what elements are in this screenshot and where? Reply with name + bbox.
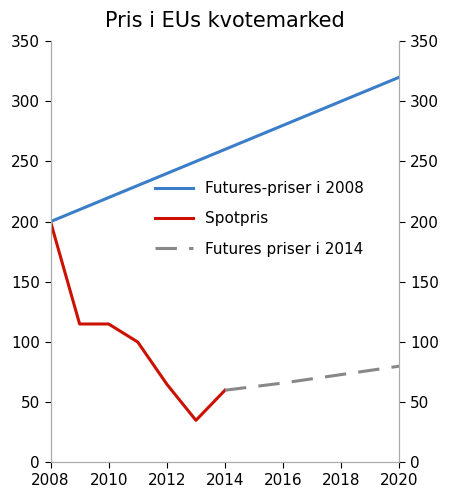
Legend: Futures-priser i 2008, Spotpris, Futures priser i 2014: Futures-priser i 2008, Spotpris, Futures… <box>149 175 370 263</box>
Futures priser i 2014 <box>338 372 344 378</box>
Spotpris <box>77 321 82 327</box>
Line: Futures priser i 2014: Futures priser i 2014 <box>225 366 400 390</box>
Spotpris <box>135 339 140 345</box>
Line: Spotpris: Spotpris <box>50 222 225 420</box>
Futures priser i 2014 <box>280 380 286 386</box>
Futures priser i 2014 <box>222 387 228 393</box>
Spotpris <box>106 321 112 327</box>
Spotpris <box>222 387 228 393</box>
Spotpris <box>193 417 198 423</box>
Spotpris <box>164 381 170 387</box>
Title: Pris i EUs kvotemarked: Pris i EUs kvotemarked <box>105 11 345 31</box>
Futures priser i 2014 <box>397 363 402 369</box>
Spotpris <box>48 219 53 225</box>
